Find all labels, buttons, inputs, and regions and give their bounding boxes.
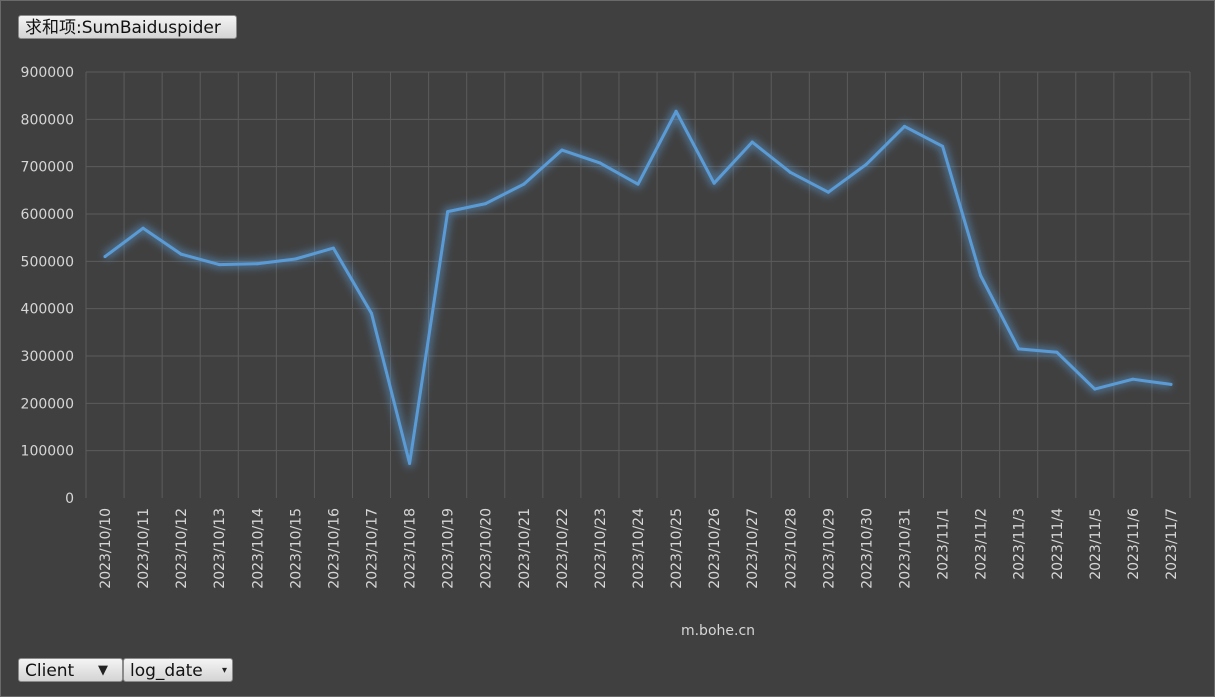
x-tick-label: 2023/10/21 [517, 508, 533, 589]
data-point [598, 161, 602, 165]
value-field-button[interactable]: 求和项:SumBaiduspider [18, 15, 237, 39]
x-tick-label: 2023/11/4 [1050, 508, 1066, 580]
dropdown-arrow-icon[interactable]: ▾ [221, 665, 227, 676]
data-point [370, 311, 374, 315]
x-tick-label: 2023/10/20 [479, 508, 495, 589]
data-point [902, 124, 906, 128]
x-tick-label: 2023/10/29 [821, 508, 837, 589]
data-point [788, 170, 792, 174]
x-tick-label: 2023/10/27 [745, 508, 761, 589]
x-tick-label: 2023/10/28 [783, 508, 799, 589]
x-tick-label: 2023/11/5 [1088, 508, 1104, 580]
y-tick-label: 700000 [21, 160, 74, 176]
data-point [826, 190, 830, 194]
x-tick-label: 2023/10/10 [98, 508, 114, 589]
data-point [750, 140, 754, 144]
data-point [1093, 387, 1097, 391]
x-tick-label: 2023/11/7 [1164, 508, 1180, 580]
y-tick-label: 100000 [21, 444, 74, 460]
data-point [522, 182, 526, 186]
data-point [217, 263, 221, 267]
series-line-glow [102, 107, 1172, 468]
client-field-button[interactable]: Client ▼ [18, 658, 123, 682]
y-tick-label: 800000 [21, 112, 74, 128]
y-tick-label: 300000 [21, 349, 74, 365]
data-point [712, 181, 716, 185]
data-point [141, 226, 145, 230]
x-tick-label: 2023/10/12 [174, 508, 190, 589]
x-tick-label: 2023/10/16 [326, 508, 342, 589]
data-point [293, 257, 297, 261]
x-tick-label: 2023/10/23 [593, 508, 609, 589]
y-tick-label: 500000 [21, 254, 74, 270]
x-tick-label: 2023/10/15 [288, 508, 304, 589]
data-point [941, 144, 945, 148]
data-point [446, 210, 450, 214]
x-tick-label: 2023/11/3 [1012, 508, 1028, 580]
x-tick-label: 2023/10/25 [669, 508, 685, 589]
data-point [636, 182, 640, 186]
x-tick-label: 2023/10/18 [403, 508, 419, 589]
client-field-label: Client [25, 661, 75, 681]
data-point [1169, 382, 1173, 386]
x-tick-label: 2023/10/13 [212, 508, 228, 589]
data-point [255, 262, 259, 266]
data-point [1055, 350, 1059, 354]
x-axis-title: m.bohe.cn [681, 623, 755, 639]
filter-icon[interactable]: ▼ [98, 663, 108, 678]
data-point [331, 246, 335, 250]
y-tick-label: 900000 [21, 65, 74, 81]
series-line [103, 109, 1173, 465]
data-point [979, 274, 983, 278]
data-point [408, 461, 412, 465]
x-tick-label: 2023/10/31 [897, 508, 913, 589]
data-point [674, 109, 678, 113]
x-tick-label: 2023/11/2 [974, 508, 990, 580]
y-tick-label: 400000 [21, 302, 74, 318]
x-tick-label: 2023/10/11 [136, 508, 152, 589]
x-tick-label: 2023/10/30 [859, 508, 875, 589]
data-point [484, 202, 488, 206]
x-tick-label: 2023/11/1 [936, 508, 952, 580]
x-tick-label: 2023/10/14 [250, 508, 266, 589]
x-tick-label: 2023/11/6 [1126, 508, 1142, 580]
data-point [1017, 347, 1021, 351]
x-tick-label: 2023/10/24 [631, 508, 647, 589]
log-date-field-button[interactable]: log_date ▾ [123, 658, 233, 682]
x-tick-label: 2023/10/26 [707, 508, 723, 589]
y-tick-label: 0 [65, 491, 74, 507]
data-point [179, 252, 183, 256]
data-point [864, 162, 868, 166]
log-date-field-label: log_date [130, 661, 203, 681]
data-point [1131, 377, 1135, 381]
x-tick-label: 2023/10/19 [441, 508, 457, 589]
data-point [103, 255, 107, 259]
x-tick-label: 2023/10/22 [555, 508, 571, 589]
data-point [560, 148, 564, 152]
x-tick-label: 2023/10/17 [365, 508, 381, 589]
y-tick-label: 600000 [21, 207, 74, 223]
y-tick-label: 200000 [21, 396, 74, 412]
value-field-label: 求和项:SumBaiduspider [25, 18, 221, 38]
